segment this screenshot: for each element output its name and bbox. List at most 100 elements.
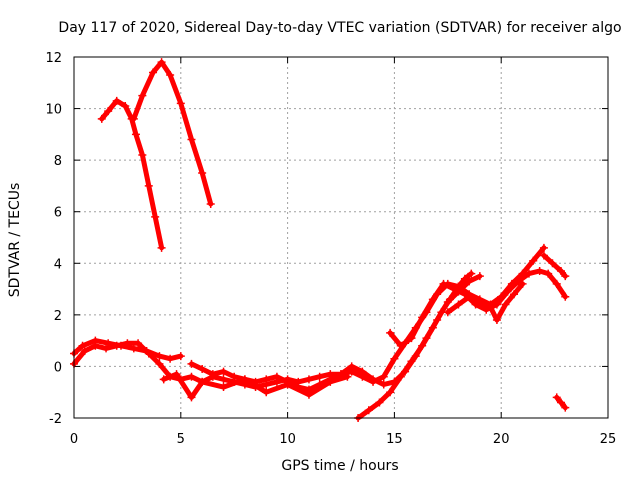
data-series — [70, 58, 570, 422]
data-point-marker — [129, 344, 138, 353]
data-point-marker — [123, 339, 132, 348]
data-point-marker — [230, 372, 239, 381]
data-point-marker — [467, 269, 476, 278]
data-point-marker — [155, 359, 164, 368]
y-tick-label: 4 — [54, 257, 62, 272]
data-point-marker — [144, 349, 153, 358]
x-tick-labels: 0 5 10 15 20 25 — [70, 432, 616, 447]
data-point-marker — [187, 393, 196, 402]
series-track-11 — [552, 393, 570, 412]
data-point-marker — [272, 372, 281, 381]
data-point-marker — [358, 367, 367, 376]
data-point-marker — [138, 91, 147, 100]
data-point-marker — [418, 341, 427, 350]
data-point-marker — [121, 101, 130, 110]
data-point-marker — [561, 272, 570, 281]
data-point-marker — [544, 269, 553, 278]
data-point-marker — [97, 114, 106, 123]
data-point-marker — [548, 259, 557, 268]
y-tick-label: 2 — [54, 309, 62, 324]
data-point-marker — [475, 297, 484, 306]
series-trace — [99, 98, 165, 251]
data-point-marker — [187, 372, 196, 381]
data-point-marker — [166, 354, 175, 363]
data-point-marker — [524, 269, 533, 278]
plot-frame — [73, 56, 609, 419]
data-point-marker — [240, 375, 249, 384]
data-point-marker — [501, 300, 510, 309]
series-track-4 — [70, 243, 548, 392]
axis-ticks — [73, 56, 609, 419]
data-point-marker — [552, 279, 561, 288]
data-point-marker — [176, 99, 185, 108]
data-point-marker — [535, 267, 544, 276]
data-point-marker — [283, 380, 292, 389]
series-track-10 — [539, 251, 570, 281]
data-point-marker — [503, 287, 512, 296]
data-point-marker — [219, 375, 228, 384]
data-point-marker — [379, 380, 388, 389]
data-point-marker — [219, 383, 228, 392]
data-point-marker — [198, 377, 207, 386]
data-point-marker — [407, 334, 416, 343]
series-track-7 — [354, 269, 476, 422]
data-point-marker — [369, 375, 378, 384]
data-point-marker — [198, 365, 207, 374]
data-point-marker — [315, 372, 324, 381]
x-axis-title: GPS time / hours — [281, 458, 398, 474]
data-point-marker — [529, 256, 538, 265]
data-point-marker — [396, 372, 405, 381]
data-point-marker — [386, 388, 395, 397]
data-point-marker — [465, 292, 474, 301]
data-point-marker — [104, 107, 113, 116]
series-trace — [355, 271, 474, 421]
y-axis-title: SDTVAR / TECUs — [7, 183, 23, 298]
data-point-marker — [557, 398, 566, 407]
data-point-marker — [561, 292, 570, 301]
data-point-marker — [557, 267, 566, 276]
series-track-2 — [129, 58, 215, 208]
data-point-marker — [439, 279, 448, 288]
data-point-marker — [78, 341, 87, 350]
data-point-marker — [386, 328, 395, 337]
data-point-marker — [379, 372, 388, 381]
data-point-marker — [112, 341, 121, 350]
series-track-1 — [97, 96, 166, 252]
data-point-marker — [460, 274, 469, 283]
data-point-marker — [166, 71, 175, 80]
data-point-marker — [157, 243, 166, 252]
data-point-marker — [262, 375, 271, 384]
data-point-marker — [134, 339, 143, 348]
data-point-marker — [155, 352, 164, 361]
data-point-marker — [518, 279, 527, 288]
series-trace — [131, 59, 214, 207]
data-point-marker — [206, 199, 215, 208]
x-tick-label: 0 — [70, 432, 78, 447]
data-point-marker — [492, 300, 501, 309]
series-track-8 — [386, 267, 570, 350]
data-point-marker — [208, 370, 217, 379]
data-point-marker — [187, 359, 196, 368]
x-tick-label: 15 — [386, 432, 403, 447]
data-point-marker — [486, 303, 495, 312]
data-point-marker — [443, 308, 452, 317]
data-point-marker — [510, 290, 519, 299]
data-point-marker — [138, 150, 147, 159]
series-trace — [387, 268, 568, 349]
x-tick-label: 20 — [493, 432, 510, 447]
data-point-marker — [445, 295, 454, 304]
data-point-marker — [187, 135, 196, 144]
x-tick-label: 10 — [279, 432, 296, 447]
y-tick-label: 10 — [45, 103, 62, 118]
y-tick-label: 6 — [54, 206, 62, 221]
series-trace — [541, 253, 568, 279]
data-point-marker — [159, 375, 168, 384]
data-point-marker — [219, 367, 228, 376]
series-track-6 — [159, 370, 352, 402]
data-point-marker — [514, 277, 523, 286]
data-point-marker — [465, 277, 474, 286]
series-track-9 — [443, 279, 527, 325]
data-point-marker — [418, 313, 427, 322]
data-point-marker — [390, 354, 399, 363]
